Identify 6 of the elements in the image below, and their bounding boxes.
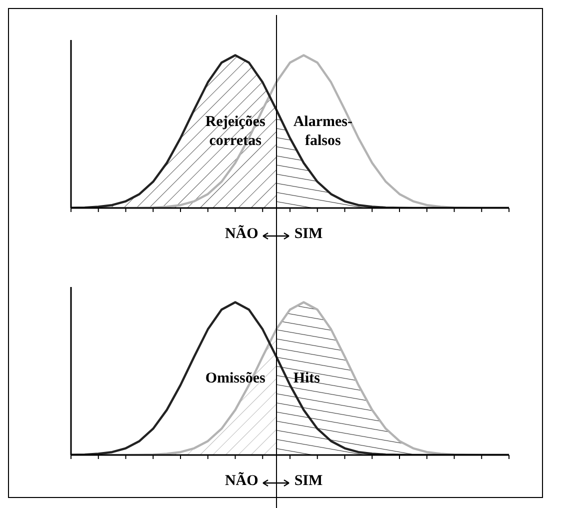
annotation: Alarmes- falsos xyxy=(292,113,354,152)
text: SIM xyxy=(294,226,323,243)
text: NÃO xyxy=(224,226,258,243)
annotation: Omissões xyxy=(204,370,266,389)
text: NÃO xyxy=(224,473,258,490)
text: SIM xyxy=(294,473,323,490)
